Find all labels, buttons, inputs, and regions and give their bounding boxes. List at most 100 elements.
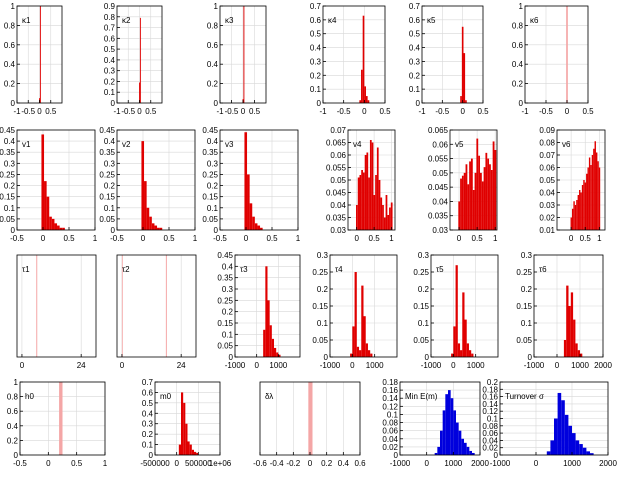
histogram-bar bbox=[44, 181, 47, 230]
x-tick-label: -1 bbox=[418, 107, 426, 116]
x-tick-label: -0.5 bbox=[225, 107, 239, 116]
y-tick-label: 0.04 bbox=[539, 189, 555, 198]
y-tick-label: 0.05 bbox=[539, 176, 555, 185]
x-tick-label: 24 bbox=[77, 361, 86, 370]
histogram-panel: 00.10.20.30.40.50.60.70.80.9-1 -0.5 0 0.5κ2 bbox=[104, 2, 163, 116]
y-tick-label: 0.4 bbox=[104, 137, 116, 146]
y-tick-label: 0.2 bbox=[317, 285, 329, 294]
y-tick-label: 0.4 bbox=[222, 262, 234, 271]
x-tick-label: -0.5 bbox=[435, 107, 449, 116]
histogram-bar bbox=[470, 158, 473, 230]
histogram-bar bbox=[41, 134, 45, 230]
histogram-bar bbox=[359, 175, 362, 230]
y-tick-label: 0.6 bbox=[104, 34, 116, 43]
x-tick-label: -0.5 bbox=[110, 234, 124, 243]
histogram-bar bbox=[276, 352, 279, 357]
histogram-bar bbox=[159, 227, 163, 230]
y-tick-label: 0.4 bbox=[4, 137, 16, 146]
histogram-bar bbox=[367, 100, 370, 103]
histogram-bar bbox=[487, 158, 490, 230]
histogram-bar bbox=[267, 300, 270, 357]
x-tick-label: -1 bbox=[113, 107, 121, 116]
x-tick-label: 0 bbox=[460, 107, 465, 116]
histogram-bar bbox=[364, 86, 366, 103]
panel-label: τ4 bbox=[335, 265, 343, 274]
y-tick-label: 0.1 bbox=[418, 319, 430, 328]
histogram-bar bbox=[471, 353, 474, 357]
x-tick-label: -1000 bbox=[524, 361, 545, 370]
x-tick-label: 0.5 bbox=[266, 234, 278, 243]
y-tick-label: 0.3 bbox=[521, 251, 533, 260]
histogram-bar bbox=[367, 350, 371, 357]
histogram-bar bbox=[580, 192, 582, 230]
y-tick-label: 0.15 bbox=[99, 193, 115, 202]
histogram-bar bbox=[39, 6, 41, 103]
y-tick-label: 0.03 bbox=[432, 226, 448, 235]
histogram-bar bbox=[362, 15, 365, 104]
y-tick-label: 0.35 bbox=[99, 148, 115, 157]
y-tick-label: 0.06 bbox=[382, 427, 398, 436]
x-tick-label: 0.5 bbox=[145, 107, 157, 116]
plot-frame bbox=[322, 5, 386, 104]
histogram-bar bbox=[434, 452, 438, 455]
histogram-bar bbox=[464, 442, 467, 455]
y-tick-label: 0.08 bbox=[539, 139, 555, 148]
y-tick-label: 0.05 bbox=[330, 176, 346, 185]
y-tick-label: 0.045 bbox=[428, 183, 449, 192]
y-tick-label: 0.15 bbox=[0, 193, 16, 202]
histogram-bar bbox=[146, 207, 150, 230]
x-tick-label: 1 bbox=[296, 234, 301, 243]
histogram-bar bbox=[376, 147, 379, 230]
y-tick-label: 0.2 bbox=[207, 182, 219, 191]
x-tick-label: 0.6 bbox=[354, 459, 366, 468]
x-tick-label: 0 bbox=[451, 361, 456, 370]
x-tick-label: 0 bbox=[534, 459, 539, 468]
y-tick-label: 0.08 bbox=[382, 419, 398, 428]
histogram-bar bbox=[489, 164, 491, 230]
y-tick-label: 0.05 bbox=[0, 215, 16, 224]
y-tick-label: 0.12 bbox=[382, 402, 398, 411]
y-tick-label: 0.6 bbox=[310, 16, 322, 25]
histogram-bar bbox=[573, 201, 575, 230]
panel-label: κ4 bbox=[328, 16, 337, 25]
y-tick-label: 0.3 bbox=[418, 251, 430, 260]
y-tick-label: 0.03 bbox=[330, 226, 346, 235]
histogram-bar bbox=[463, 53, 466, 103]
plot-frame bbox=[154, 381, 221, 456]
x-tick-label: 1 bbox=[597, 234, 602, 243]
y-tick-label: 0.16 bbox=[382, 386, 398, 395]
plot-frame bbox=[19, 381, 106, 456]
histogram-bar bbox=[472, 452, 475, 455]
y-tick-label: 0.3 bbox=[4, 159, 16, 168]
y-tick-label: 0.05 bbox=[413, 336, 429, 345]
plot-frame bbox=[524, 5, 589, 104]
x-tick-label: 0.5 bbox=[379, 107, 391, 116]
histogram-bar bbox=[364, 155, 367, 230]
histogram-bar bbox=[445, 394, 448, 455]
y-tick-label: 0.25 bbox=[0, 170, 16, 179]
y-tick-label: 0 bbox=[149, 451, 154, 460]
x-tick-label: 0 bbox=[354, 234, 359, 243]
histogram-bar bbox=[187, 441, 190, 455]
plot-frame bbox=[449, 129, 498, 231]
histogram-bar bbox=[590, 453, 594, 455]
x-tick-label: 0 bbox=[569, 234, 574, 243]
y-tick-label: 0.25 bbox=[217, 296, 233, 305]
x-tick-label: -500000 bbox=[140, 459, 170, 468]
histogram-bar bbox=[154, 225, 158, 230]
y-tick-label: 0.4 bbox=[104, 56, 116, 65]
x-tick-label: 0 bbox=[362, 107, 367, 116]
histogram-bar bbox=[354, 272, 357, 357]
x-tick-label: 0.5 bbox=[582, 107, 594, 116]
x-tick-label: -0.5 bbox=[213, 234, 227, 243]
histogram-bar bbox=[494, 150, 497, 230]
y-tick-label: 0.065 bbox=[428, 126, 449, 135]
y-tick-label: 0.06 bbox=[330, 151, 346, 160]
histogram-bar bbox=[584, 182, 587, 230]
y-tick-label: 0.2 bbox=[104, 182, 116, 191]
histogram-bar bbox=[196, 452, 199, 455]
y-tick-label: 0.7 bbox=[104, 24, 116, 33]
histogram-bar bbox=[181, 392, 184, 455]
y-tick-label: 0.055 bbox=[326, 164, 347, 173]
